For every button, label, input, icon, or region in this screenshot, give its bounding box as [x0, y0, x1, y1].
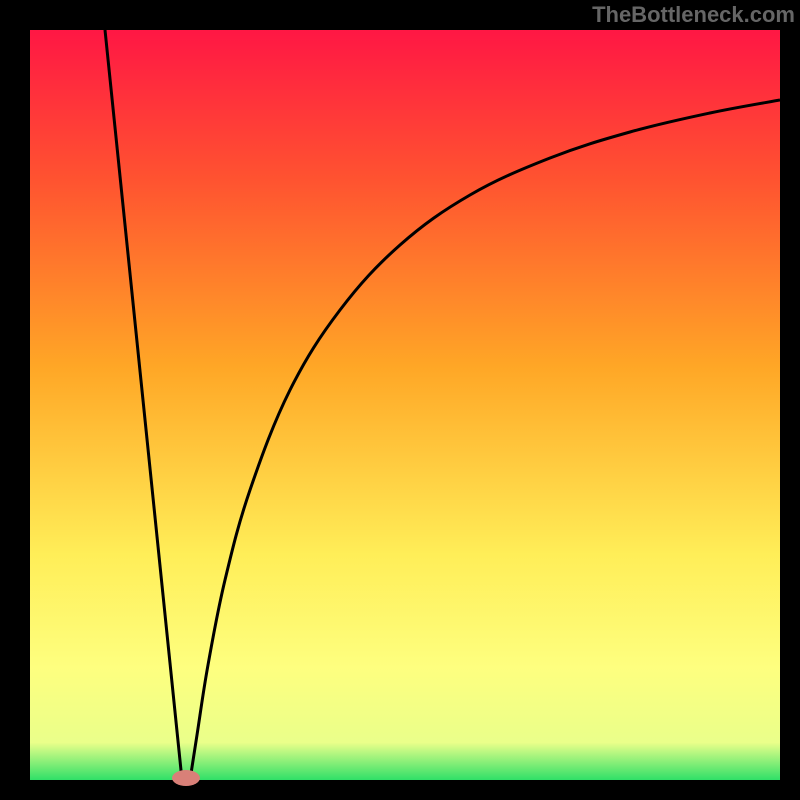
watermark-text: TheBottleneck.com — [592, 2, 795, 27]
bottleneck-chart: TheBottleneck.com — [0, 0, 800, 800]
dip-marker — [172, 770, 200, 786]
